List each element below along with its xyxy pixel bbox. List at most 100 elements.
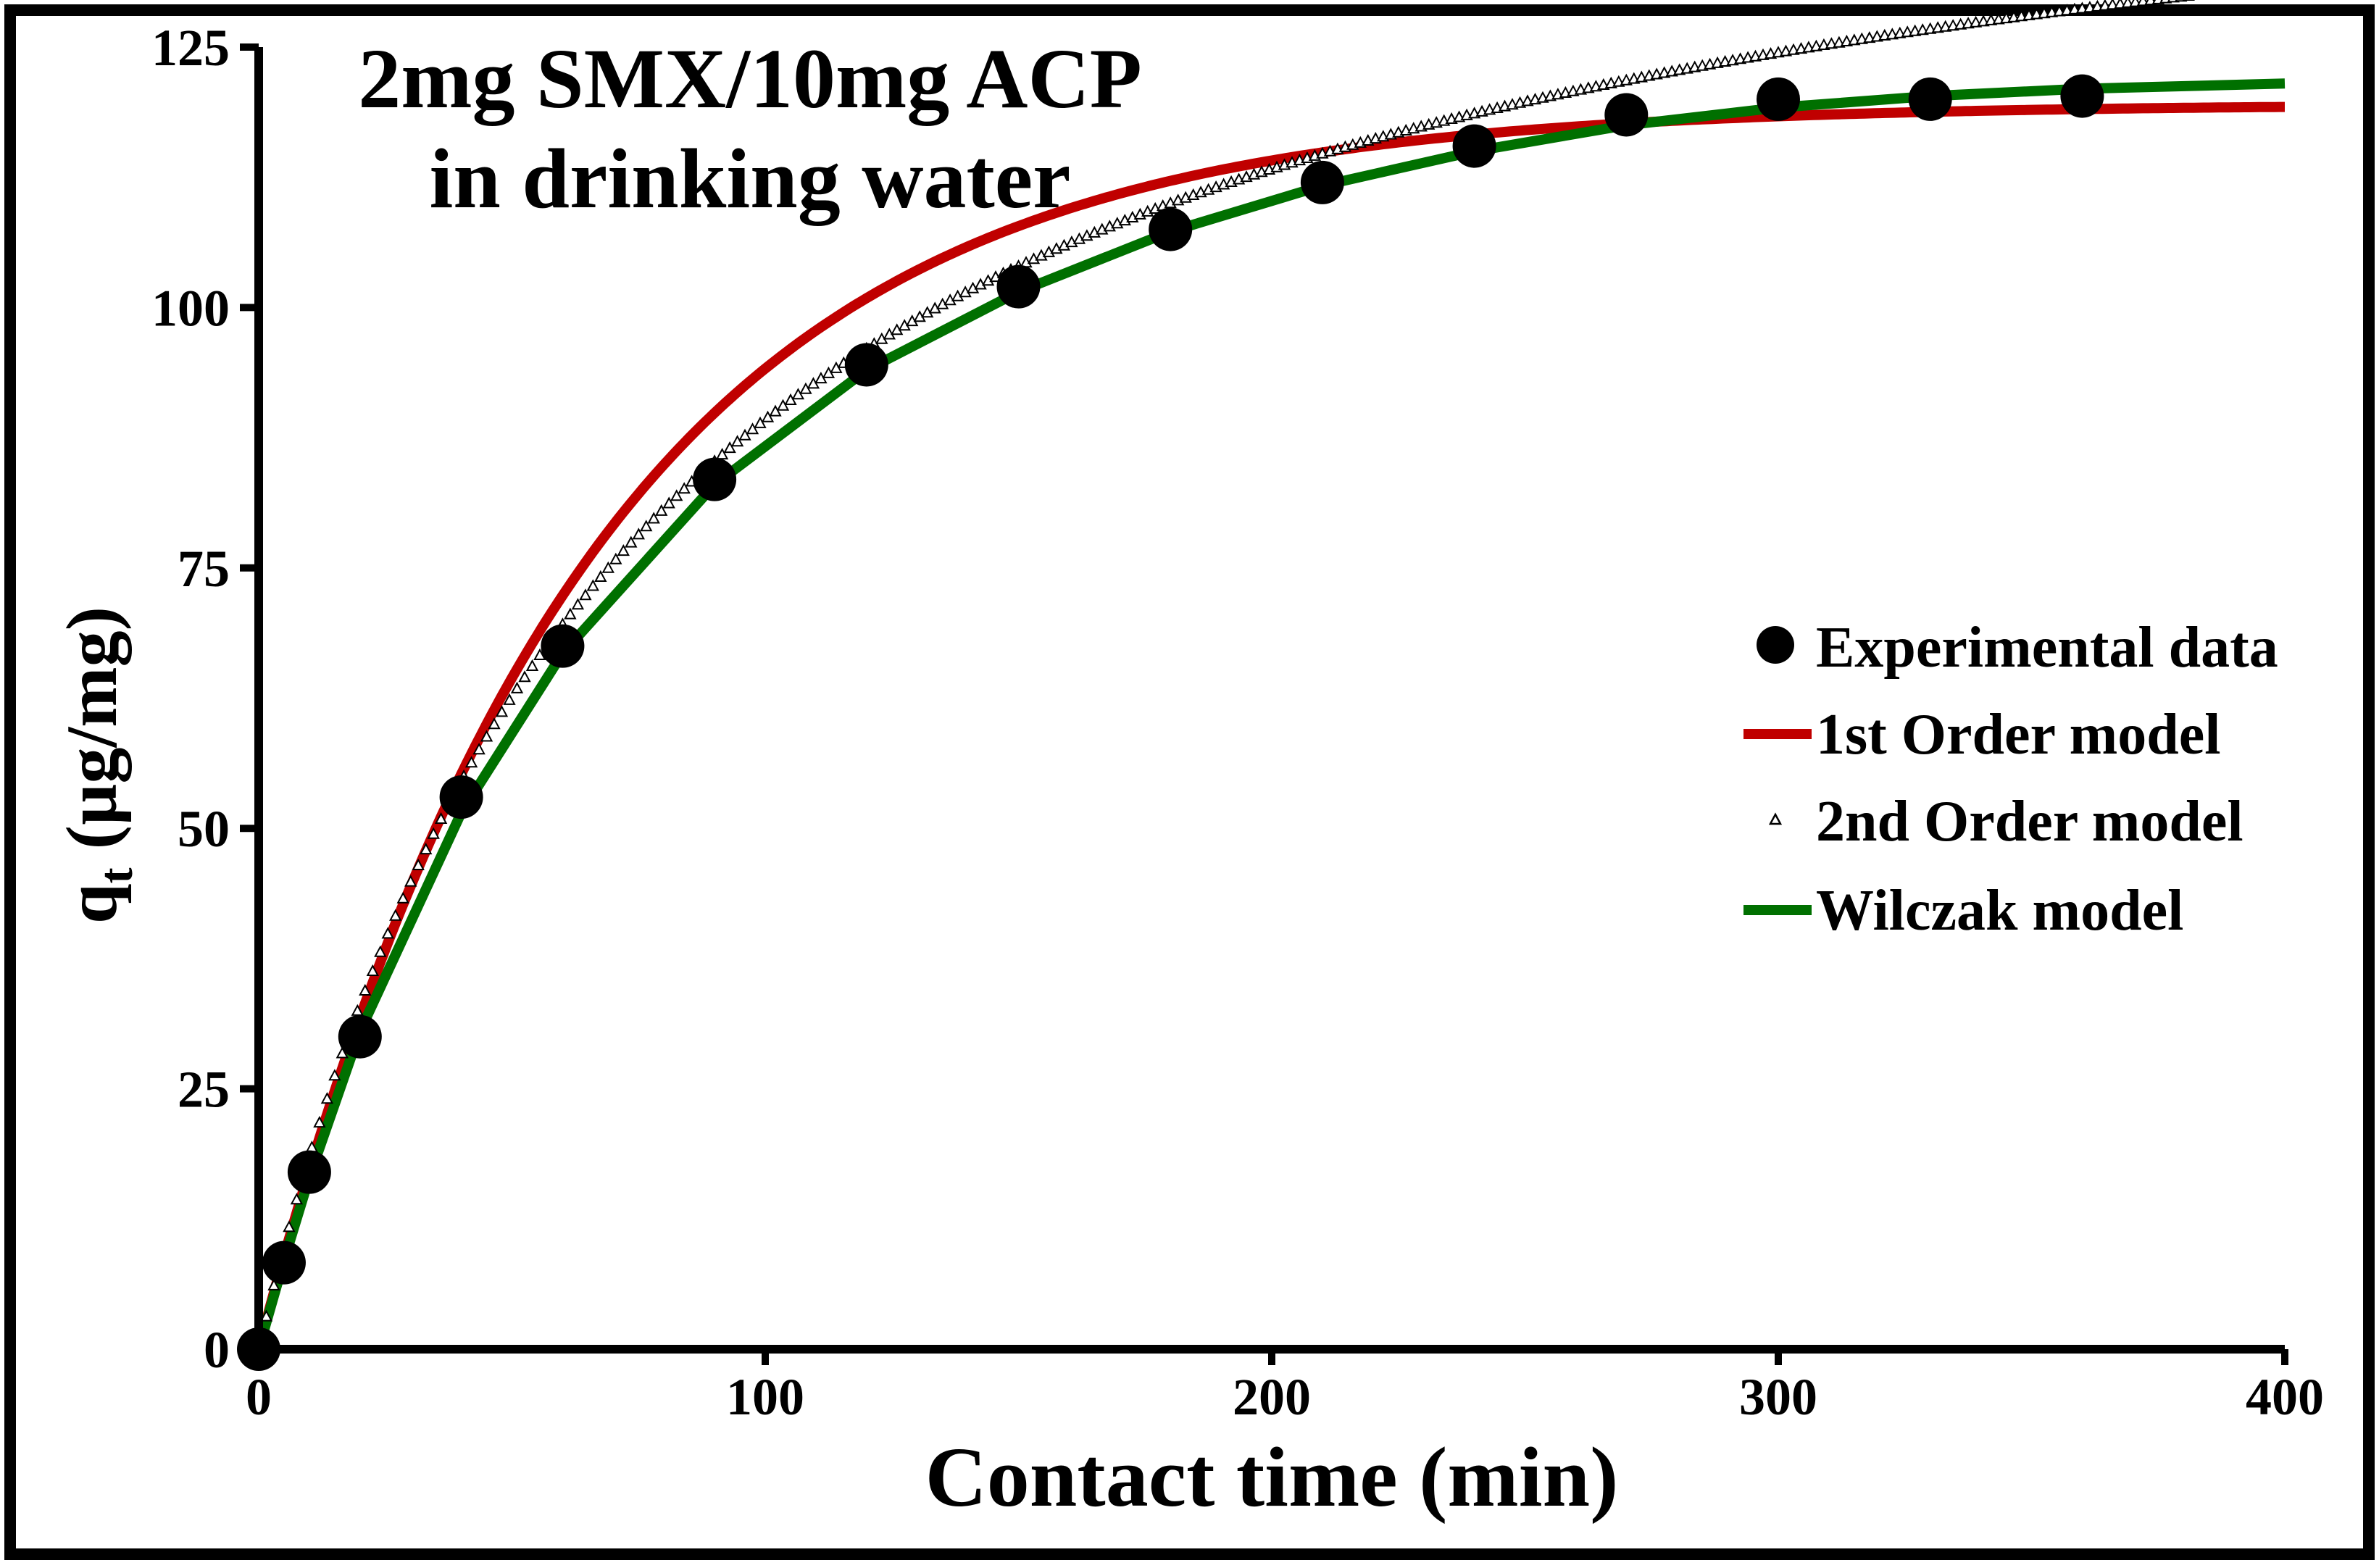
second-order-marker: [632, 527, 645, 540]
experimental-point: [1604, 93, 1649, 137]
second-order-marker: [571, 598, 585, 610]
second-order-marker: [420, 842, 433, 855]
second-order-marker: [754, 416, 767, 428]
second-order-marker: [374, 945, 387, 957]
second-order-marker: [366, 964, 379, 976]
experimental-point: [439, 775, 483, 820]
second-order-marker: [640, 520, 653, 532]
second-order-marker: [267, 1278, 280, 1290]
second-order-marker: [594, 570, 607, 582]
second-order-marker: [601, 561, 614, 573]
second-order-marker: [328, 1069, 341, 1081]
second-order-marker: [320, 1092, 334, 1104]
second-order-marker: [579, 588, 592, 601]
title-line-2: in drinking water: [429, 131, 1070, 226]
second-order-marker: [283, 1220, 296, 1233]
x-tick-label: 0: [246, 1368, 272, 1426]
second-order-marker: [381, 927, 394, 939]
second-order-marker: [510, 681, 524, 693]
legend-item-second-order: 2nd Order model: [1768, 790, 2243, 854]
experimental-point: [693, 457, 737, 501]
y-tick-label: 125: [151, 19, 230, 77]
second-order-marker: [647, 512, 660, 524]
legend: Experimental data 1st Order model 2nd Or…: [1743, 616, 2278, 943]
second-order-marker: [625, 535, 638, 548]
legend-item-wilczak: Wilczak model: [1743, 879, 2183, 943]
second-order-marker: [723, 441, 736, 454]
second-order-marker: [746, 422, 759, 435]
second-order-marker: [738, 428, 751, 441]
second-order-marker: [564, 607, 577, 620]
second-order-marker: [518, 670, 531, 683]
experimental-point: [844, 343, 888, 387]
experimental-point: [996, 264, 1041, 309]
second-order-marker: [670, 489, 683, 501]
y-tick-label: 0: [204, 1321, 230, 1379]
second-order-marker: [784, 393, 797, 405]
legend-label-second-order: 2nd Order model: [1816, 790, 2243, 854]
second-order-marker: [464, 756, 478, 768]
second-order-marker: [359, 983, 372, 996]
chart-title: 2mg SMX/10mg ACP in drinking water: [358, 31, 1142, 226]
y-tick-label: 75: [178, 540, 230, 598]
x-tick-label: 100: [726, 1368, 804, 1426]
y-axis-label: qt (µg/mg): [51, 606, 143, 924]
x-tick-label: 200: [1233, 1368, 1311, 1426]
experimental-point: [262, 1240, 306, 1285]
experimental-point: [1149, 207, 1193, 251]
y-ticks: 0 25 50 75 100 125: [151, 19, 259, 1379]
x-axis-label: Contact time (min): [925, 1430, 1619, 1525]
y-tick-label: 25: [178, 1061, 230, 1119]
x-tick-label: 300: [1739, 1368, 1817, 1426]
second-order-marker: [389, 909, 402, 921]
y-tick-label: 50: [178, 800, 230, 858]
series-curves: [252, 0, 2286, 1354]
second-order-marker: [525, 659, 539, 671]
second-order-marker: [427, 827, 440, 839]
y-tick-label: 100: [151, 279, 230, 337]
y-axis-label-main: q: [51, 883, 132, 924]
second-order-marker: [336, 1046, 349, 1059]
second-order-marker: [617, 543, 630, 556]
experimental-point: [1452, 124, 1496, 168]
second-order-marker: [678, 482, 691, 494]
second-order-marker: [503, 693, 516, 705]
second-order-marker: [586, 579, 599, 591]
title-line-1: 2mg SMX/10mg ACP: [358, 31, 1142, 126]
legend-label-first-order: 1st Order model: [1816, 703, 2220, 767]
second-order-marker: [495, 705, 509, 717]
x-tick-label: 400: [2246, 1368, 2324, 1426]
second-order-marker: [609, 552, 622, 564]
experimental-point: [1300, 160, 1344, 204]
figure-frame: [4, 4, 2375, 1560]
second-order-markers: [252, 0, 2195, 1354]
second-order-marker: [533, 648, 546, 660]
legend-item-experimental: Experimental data: [1757, 616, 2278, 680]
second-order-marker: [404, 875, 417, 887]
legend-marker-experimental: [1757, 626, 1794, 664]
legend-marker-second-order: [1768, 812, 1783, 825]
second-order-marker: [412, 858, 425, 870]
second-order-marker: [769, 404, 782, 417]
experimental-point: [1757, 77, 1800, 121]
experimental-point: [338, 1014, 382, 1059]
second-order-marker: [259, 1309, 273, 1322]
second-order-marker: [655, 504, 668, 516]
second-order-marker: [290, 1193, 304, 1205]
second-order-marker: [480, 730, 493, 742]
second-order-marker: [396, 891, 409, 904]
second-order-marker: [488, 717, 501, 730]
second-order-marker: [434, 812, 448, 824]
second-order-marker: [662, 496, 675, 509]
y-axis-label-sub: t: [90, 867, 143, 883]
second-order-marker: [715, 447, 729, 460]
experimental-points: [237, 74, 2104, 1371]
experimental-point: [541, 624, 585, 668]
legend-item-first-order: 1st Order model: [1743, 703, 2220, 767]
second-order-marker: [472, 743, 486, 755]
experimental-point: [1908, 77, 1952, 121]
axes: 0 100 200 300 400 0 25 50 75 100 125: [151, 19, 2324, 1426]
second-order-marker: [761, 410, 775, 422]
